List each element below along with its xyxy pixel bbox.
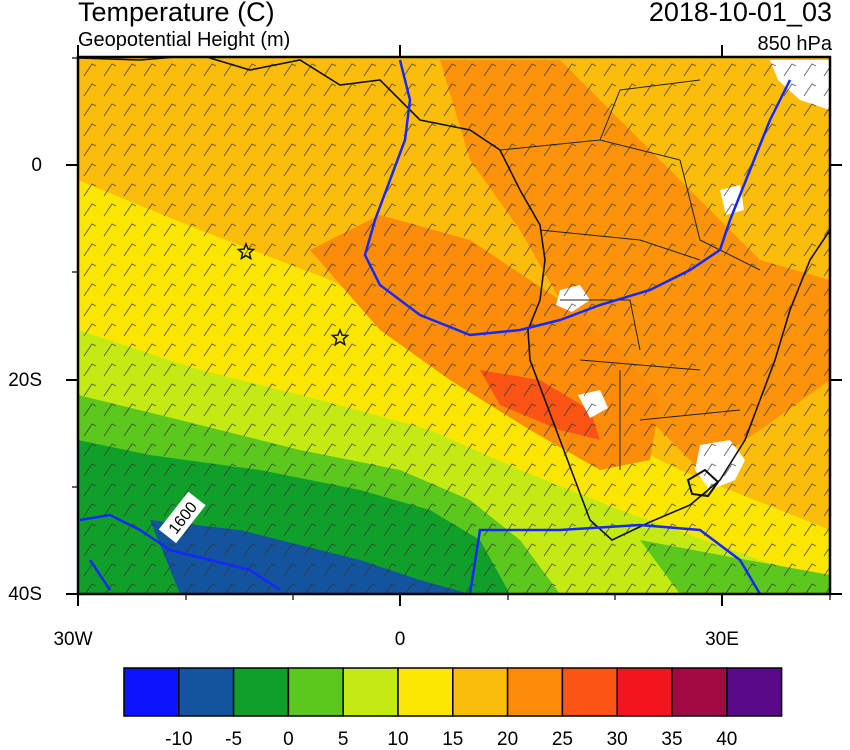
height-contour-1600 [79, 513, 762, 594]
axis-ticks [66, 45, 842, 606]
colorbar-swatch [232, 667, 290, 717]
lon-label-30e: 30E [705, 629, 739, 650]
colorbar-label: 25 [551, 729, 573, 750]
colorbar-swatch [287, 667, 344, 717]
colorbar-swatch [671, 667, 728, 717]
map-title: Temperature (C) [78, 0, 275, 27]
colorbar [123, 667, 783, 717]
star-marker [330, 328, 350, 347]
lat-label-20s: 20S [8, 370, 42, 391]
colorbar-label: 30 [606, 729, 628, 750]
colorbar-label: 20 [497, 729, 519, 750]
colorbar-swatch [726, 667, 783, 717]
colorbar-swatch [397, 667, 454, 717]
lat-label-40s: 40S [8, 584, 42, 605]
map-subtitle: Geopotential Height (m) [78, 29, 291, 51]
colorbar-swatch [616, 667, 673, 717]
colorbar-label: 5 [337, 729, 349, 750]
lon-label-30w: 30W [53, 629, 93, 650]
country-borders [499, 79, 761, 470]
valid-datetime: 2018-10-01_03 [648, 0, 832, 27]
lon-label-0: 0 [394, 629, 406, 650]
colorbar-swatch [342, 667, 399, 717]
colorbar-swatch [506, 667, 564, 717]
colorbar-swatch [452, 667, 509, 717]
colorbar-swatch [561, 667, 618, 717]
colorbar-label: -5 [225, 729, 243, 750]
colorbar-label: 35 [661, 729, 683, 750]
lesotho-border [686, 468, 720, 498]
colorbar-label: 10 [387, 729, 409, 750]
colorbar-swatch [178, 667, 235, 717]
minor-ticks [72, 57, 831, 600]
colorbar-label: 40 [716, 729, 738, 750]
pressure-level: 850 hPa [757, 33, 832, 55]
colorbar-label: -10 [165, 729, 193, 750]
map-frame [76, 55, 832, 596]
star-marker [236, 242, 256, 261]
lat-label-0: 0 [31, 155, 42, 176]
colorbar-label: 0 [283, 729, 294, 750]
colorbar-swatch [123, 667, 180, 717]
colorbar-label: 15 [442, 729, 464, 750]
height-contour-1 [363, 59, 792, 337]
coastline [78, 57, 830, 541]
